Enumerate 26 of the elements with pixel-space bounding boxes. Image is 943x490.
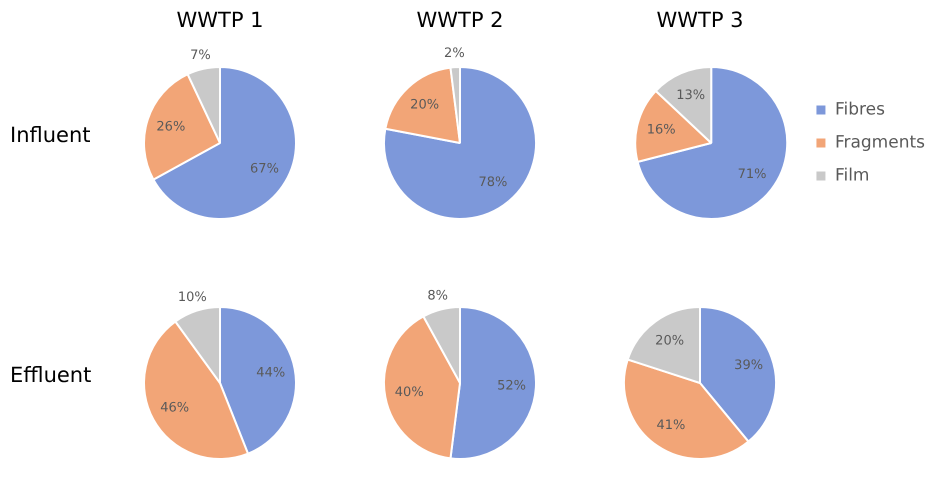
- data-label: 39%: [734, 358, 764, 373]
- data-label: 52%: [497, 378, 526, 394]
- data-label: 40%: [394, 385, 424, 400]
- data-label: 78%: [478, 175, 508, 190]
- text: Influent: [10, 123, 92, 147]
- text: Effluent: [10, 363, 92, 387]
- data-label: 41%: [656, 418, 686, 434]
- data-label: 26%: [156, 119, 186, 134]
- data-label: 8%: [427, 288, 448, 304]
- data-label: 10%: [178, 290, 207, 306]
- data-label: 67%: [250, 162, 279, 177]
- data-label: 20%: [655, 334, 684, 349]
- chart-title: WWTP 1: [175, 8, 265, 32]
- legend-label: Fibres: [834, 99, 886, 120]
- data-label: 71%: [738, 167, 767, 182]
- legend-label: Film: [834, 165, 870, 186]
- data-label: 44%: [256, 366, 286, 381]
- data-label: 20%: [410, 98, 440, 113]
- data-label: 7%: [190, 48, 211, 63]
- legend-label: Fragments: [834, 132, 926, 152]
- data-label: 46%: [160, 400, 190, 416]
- chart-title: WWTP 3: [655, 8, 745, 32]
- data-label: 13%: [676, 88, 706, 103]
- chart-title: WWTP 2: [415, 8, 505, 32]
- data-label: 16%: [646, 122, 676, 138]
- data-label: 2%: [444, 46, 465, 61]
